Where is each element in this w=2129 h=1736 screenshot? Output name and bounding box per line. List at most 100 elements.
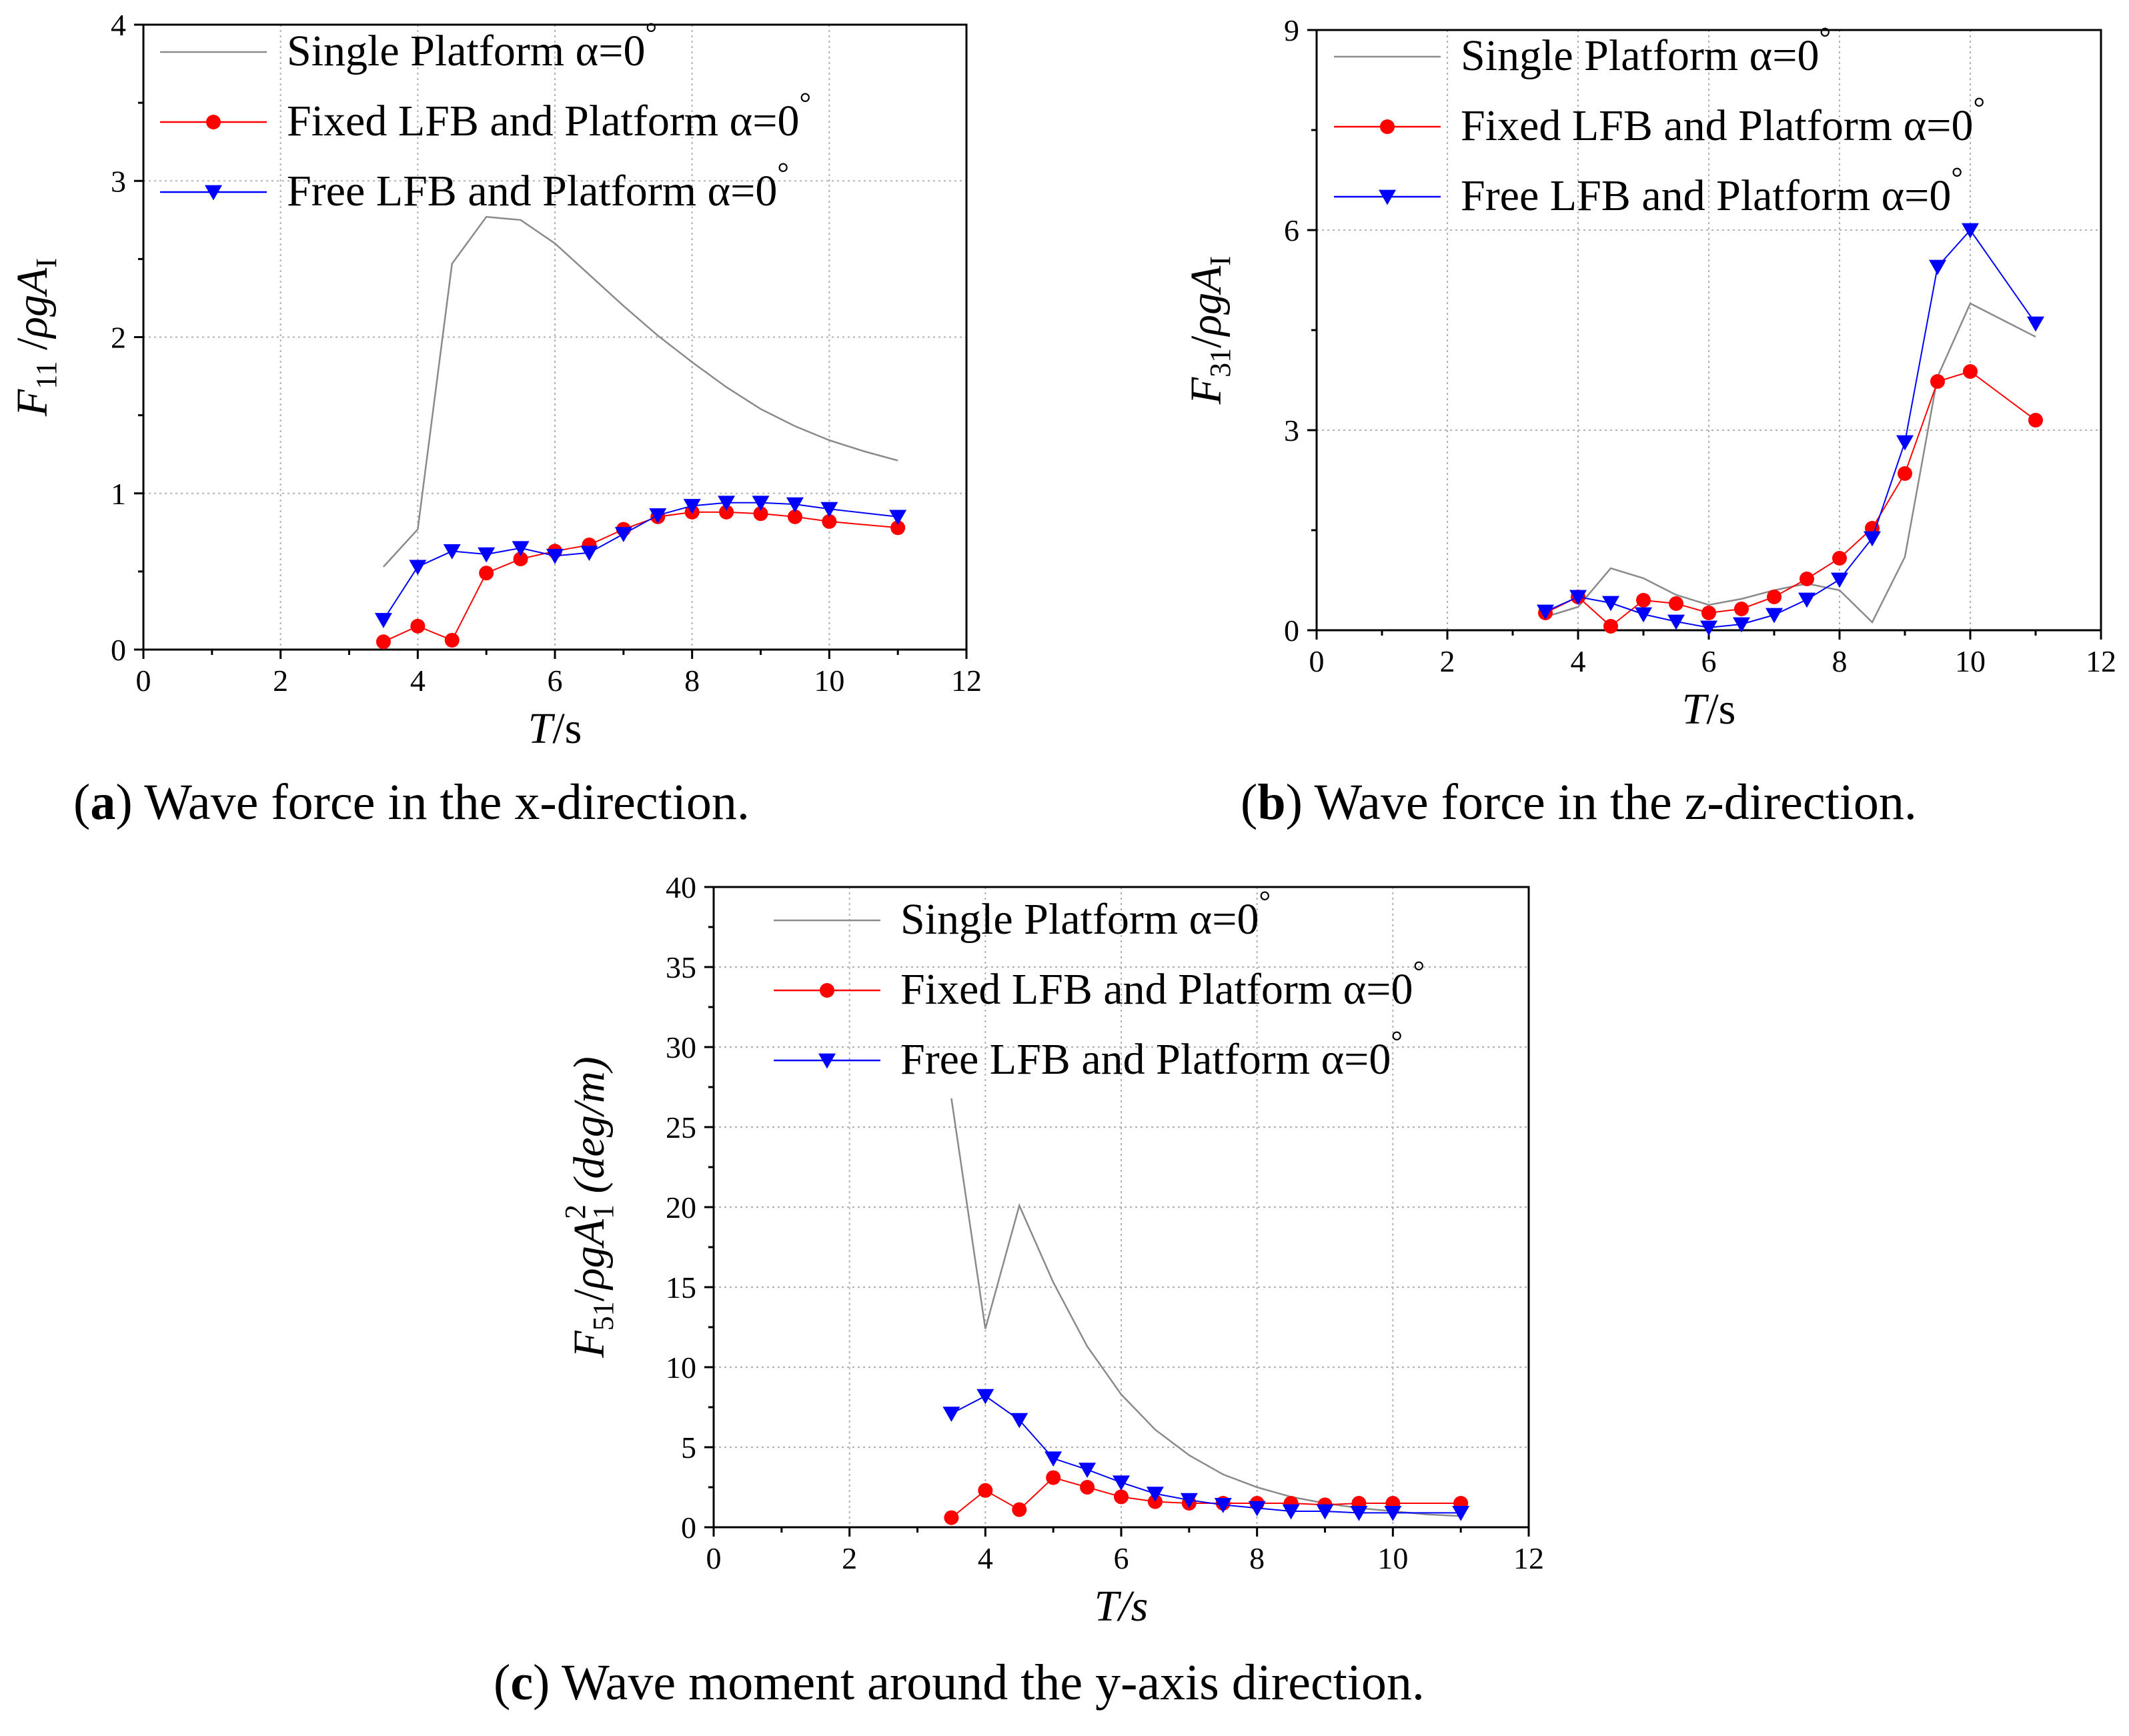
y-tick-label: 25 <box>666 1110 696 1144</box>
data-point-fixed <box>1963 364 1978 379</box>
x-tick-label: 2 <box>1440 644 1455 678</box>
caption-c-text: Wave moment around the y-axis direction. <box>550 1655 1425 1711</box>
series-single-a <box>382 215 898 568</box>
data-point-free <box>889 510 907 526</box>
x-tick-label: 4 <box>978 1541 993 1575</box>
data-point-fixed <box>1012 1502 1027 1517</box>
data-point-free <box>409 560 427 576</box>
legend-label: Single Platform α=0° <box>287 17 657 75</box>
legend-item-single: Single Platform α=0° <box>160 17 657 75</box>
data-point-free <box>1635 607 1652 623</box>
y-tick-label: 40 <box>666 870 696 904</box>
chart-c: 0 2 4 6 8 10 12 0 5 10 15 20 25 30 35 40 T/s F51/ρgA21 (d… <box>559 870 1544 1631</box>
data-point-free <box>1079 1463 1097 1478</box>
legend-swatch-marker <box>820 983 834 998</box>
data-point-free <box>683 499 701 514</box>
y-tick-label: 20 <box>666 1190 696 1224</box>
data-point-free <box>1044 1451 1062 1467</box>
data-point-fixed <box>479 566 494 581</box>
legend-swatch-marker <box>1380 119 1395 134</box>
data-point-fixed <box>1800 572 1814 586</box>
data-point-fixed <box>513 552 528 567</box>
y-tick-label: 35 <box>666 950 696 984</box>
data-point-fixed <box>1114 1489 1129 1505</box>
x-tick-label: 8 <box>1832 644 1848 678</box>
data-point-fixed <box>1930 374 1945 389</box>
legend-label: Fixed LFB and Platform α=0° <box>287 87 811 145</box>
series-line-single <box>1545 302 2036 624</box>
legend-swatch-marker <box>1379 189 1396 205</box>
y-tick-label: 4 <box>111 8 126 42</box>
legend-label: Single Platform α=0° <box>900 885 1271 944</box>
caption-c-open: ( <box>494 1655 511 1711</box>
data-point-free <box>976 1389 994 1405</box>
caption-b-text: Wave force in the z-direction. <box>1302 774 1917 830</box>
data-point-fixed <box>753 506 768 522</box>
data-point-fixed <box>822 514 837 529</box>
series-line-fixed <box>950 1477 1461 1519</box>
data-point-fixed <box>787 509 802 524</box>
data-point-fixed <box>1734 602 1749 616</box>
data-point-free <box>1667 614 1685 630</box>
data-point-free <box>1896 435 1914 451</box>
series-line-fixed <box>1545 370 2036 628</box>
data-point-free <box>512 541 530 557</box>
data-point-free <box>580 546 598 562</box>
series-line-single <box>382 215 898 568</box>
series-line-fixed <box>383 511 898 643</box>
caption-c: (c) Wave moment around the y-axis direct… <box>494 1654 1425 1712</box>
legend-label: Single Platform α=0° <box>1461 21 1831 80</box>
legend-item-single: Single Platform α=0° <box>1334 21 1831 80</box>
x-tick-label: 8 <box>1249 1541 1265 1575</box>
x-tick-label: 2 <box>273 664 288 698</box>
caption-a-open: ( <box>73 774 91 830</box>
legend-label: Fixed LFB and Platform α=0° <box>1461 91 1985 150</box>
caption-a-text: Wave force in the x-direction. <box>132 774 750 830</box>
series-line-free <box>1545 229 2036 629</box>
x-tick-label: 6 <box>1701 644 1717 678</box>
data-point-fixed <box>1603 619 1618 634</box>
x-tick-label: 6 <box>548 664 563 698</box>
caption-a-close: ) <box>115 774 133 830</box>
caption-b-open: ( <box>1241 774 1258 830</box>
data-point-free <box>1962 223 1979 239</box>
data-point-fixed <box>1898 466 1912 481</box>
data-point-free <box>1452 1506 1470 1521</box>
legend-item-free: Free LFB and Platform α=0° <box>774 1025 1403 1084</box>
data-point-free <box>1282 1504 1300 1520</box>
y-tick-label: 0 <box>1284 614 1299 648</box>
y-tick-label: 0 <box>111 633 126 667</box>
data-point-free <box>1765 608 1783 624</box>
data-point-fixed <box>410 618 426 634</box>
legend-label: Fixed LFB and Platform α=0° <box>900 955 1425 1014</box>
caption-a-letter: a <box>90 774 116 830</box>
y-tick-label: 15 <box>666 1270 696 1305</box>
data-point-fixed <box>2028 413 2043 427</box>
x-tick-label: 0 <box>136 664 151 698</box>
data-point-free <box>1350 1506 1368 1521</box>
data-point-free <box>1113 1475 1130 1491</box>
data-point-fixed <box>890 520 906 536</box>
series-fixed-c <box>944 1470 1469 1525</box>
y-tick-label: 30 <box>666 1030 696 1064</box>
data-point-fixed <box>944 1510 959 1525</box>
caption-a: (a) Wave force in the x-direction. <box>73 774 750 832</box>
data-point-free <box>1316 1504 1334 1520</box>
y-tick-label: 0 <box>681 1511 696 1545</box>
data-point-free <box>942 1407 960 1422</box>
caption-b-close: ) <box>1285 774 1303 830</box>
data-point-free <box>1010 1413 1028 1429</box>
data-point-free <box>1384 1506 1402 1521</box>
data-point-free <box>1569 590 1587 606</box>
data-point-free <box>614 527 632 543</box>
grid-a <box>143 25 966 650</box>
legend-item-free: Free LFB and Platform α=0° <box>160 157 789 215</box>
data-point-fixed <box>1767 590 1782 604</box>
grid-c <box>714 887 1529 1527</box>
y-tick-label: 3 <box>111 164 126 198</box>
data-point-free <box>718 496 736 512</box>
data-point-free <box>1146 1487 1164 1502</box>
series-line-single <box>950 1098 1461 1517</box>
series-free-b <box>1537 223 2044 636</box>
